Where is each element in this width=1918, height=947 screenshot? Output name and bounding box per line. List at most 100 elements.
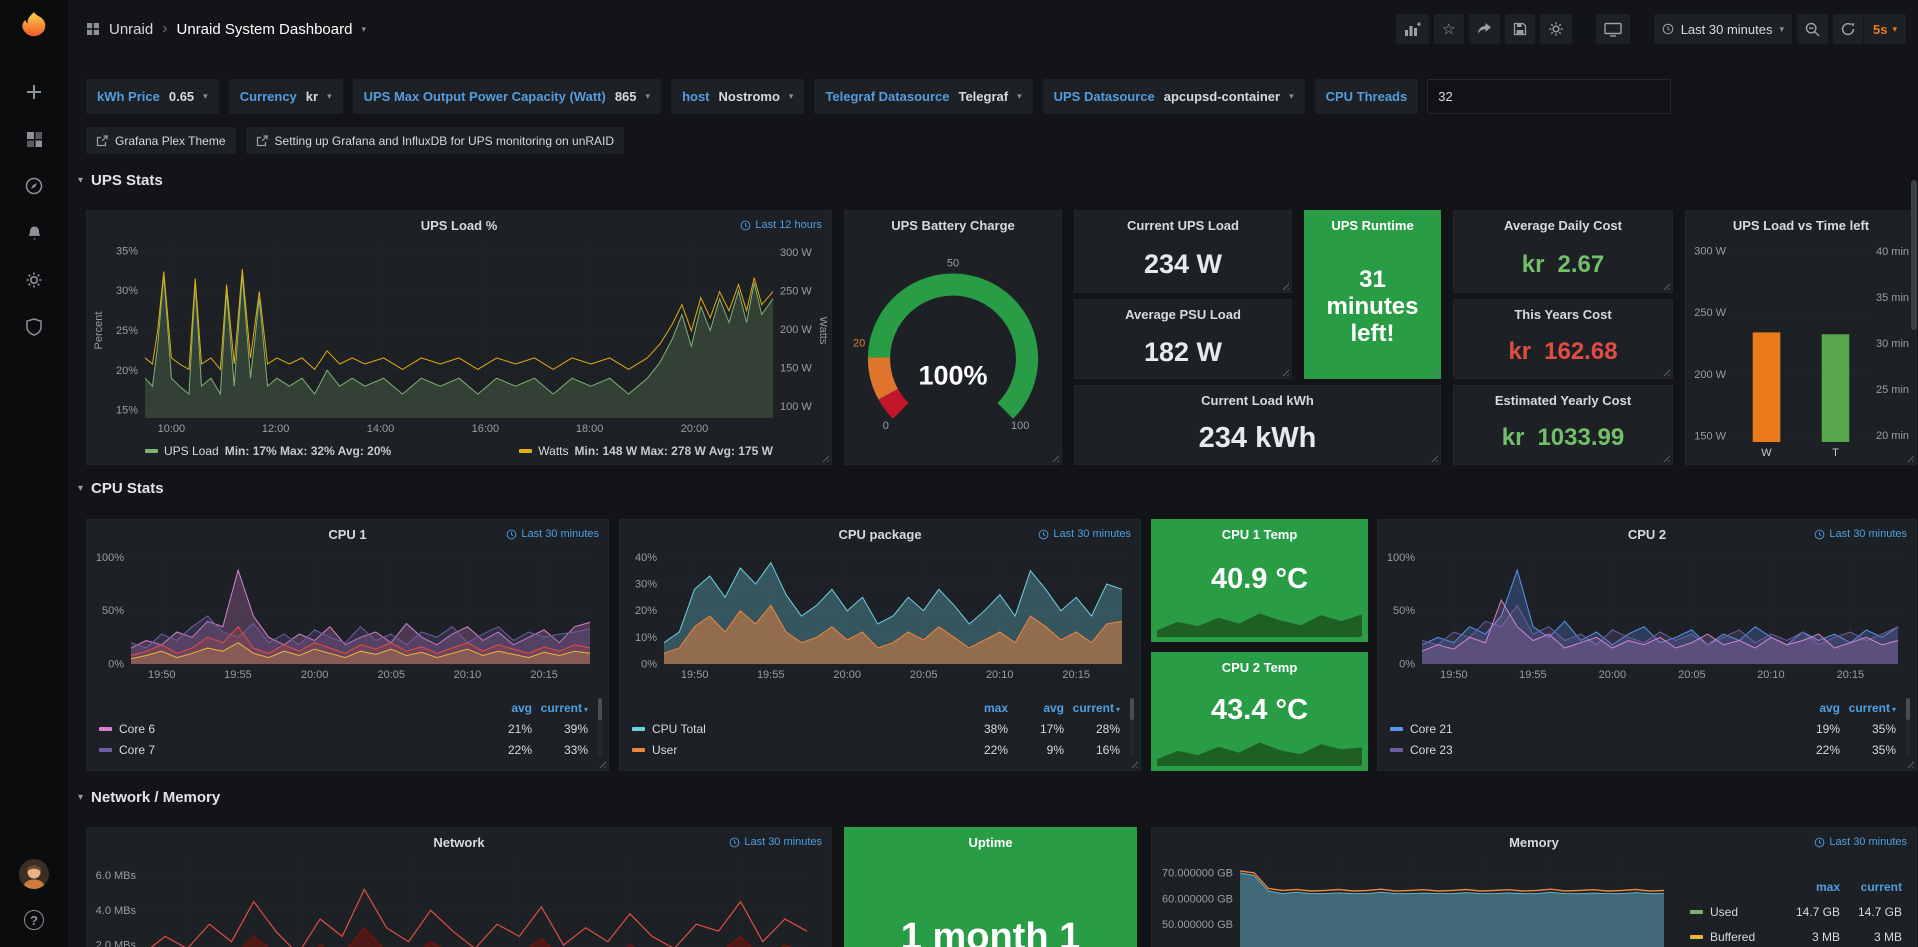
resize-handle[interactable] bbox=[597, 759, 606, 768]
legend-column-header[interactable]: current ▾ bbox=[1848, 700, 1896, 715]
resize-handle[interactable] bbox=[1356, 630, 1365, 639]
legend-row[interactable]: Core 7 22% 33% bbox=[99, 739, 588, 760]
legend-column-header[interactable]: avg bbox=[1819, 700, 1840, 715]
panel-title[interactable]: UPS Load % bbox=[420, 218, 498, 233]
panel-title[interactable]: Uptime bbox=[968, 835, 1013, 850]
panel-title[interactable]: UPS Battery Charge bbox=[891, 218, 1015, 233]
cpu-threads-input[interactable] bbox=[1427, 79, 1672, 114]
legend-row[interactable]: Core 23 22% 35% bbox=[1390, 739, 1896, 760]
grafana-logo[interactable] bbox=[16, 10, 52, 51]
resize-handle[interactable] bbox=[1050, 453, 1059, 462]
panel-title[interactable]: Average Daily Cost bbox=[1503, 218, 1622, 233]
panel-title[interactable]: Current Load kWh bbox=[1201, 393, 1314, 408]
legend-row[interactable]: Core 6 21% 39% bbox=[99, 718, 588, 739]
resize-handle[interactable] bbox=[1429, 453, 1438, 462]
resize-handle[interactable] bbox=[1356, 759, 1365, 768]
legend-column-header[interactable]: current ▾ bbox=[540, 700, 588, 715]
resize-handle[interactable] bbox=[1661, 281, 1670, 290]
variable-kwh-price[interactable]: kWh Price 0.65 ▾ bbox=[86, 79, 219, 114]
legend-column-header[interactable]: avg bbox=[511, 700, 532, 715]
dashboard-settings-button[interactable] bbox=[1539, 14, 1572, 44]
panel-time-override[interactable]: Last 30 minutes bbox=[1038, 528, 1131, 540]
cpu2-graph[interactable]: 0% 50% 100% 19:50 19:55 20:00 20:05 20:10 20:15 bbox=[1382, 546, 1912, 682]
variable-ups-max-output[interactable]: UPS Max Output Power Capacity (Watt) 865… bbox=[352, 79, 662, 114]
panel-title[interactable]: Average PSU Load bbox=[1125, 307, 1241, 322]
sidebar-alerting-bell-icon[interactable] bbox=[12, 216, 56, 250]
panel-time-override[interactable]: Last 30 minutes bbox=[506, 528, 599, 540]
resize-handle[interactable] bbox=[1661, 367, 1670, 376]
legend-column-header[interactable]: current bbox=[1860, 879, 1902, 894]
battery-charge-gauge[interactable]: 0 20 50 100 100% bbox=[849, 237, 1057, 458]
legend-column-header[interactable]: max bbox=[983, 700, 1008, 715]
variable-telegraf-datasource[interactable]: Telegraf Datasource Telegraf ▾ bbox=[814, 79, 1033, 114]
legend-item-watts[interactable]: Watts Min: 148 W Max: 278 W Avg: 175 W bbox=[519, 444, 773, 458]
legend-row[interactable]: CPU Total 38% 17% 28% bbox=[632, 718, 1120, 739]
section-ups-stats[interactable]: ▾ UPS Stats bbox=[78, 172, 163, 189]
sidebar-create-icon[interactable] bbox=[12, 75, 56, 109]
share-dashboard-button[interactable] bbox=[1468, 14, 1500, 44]
ups-vs-time-bar-chart[interactable]: 150 W 200 W 250 W 300 W 20 min 25 min 30 min 35… bbox=[1688, 237, 1914, 460]
page-scrollbar-thumb[interactable] bbox=[1911, 180, 1917, 330]
panel-time-override[interactable]: Last 30 minutes bbox=[1814, 836, 1907, 848]
sidebar-server-admin-shield-icon[interactable] bbox=[12, 310, 56, 344]
chevron-down-icon[interactable]: ▾ bbox=[361, 23, 366, 34]
panel-time-override[interactable]: Last 30 minutes bbox=[1814, 528, 1907, 540]
legend-column-header[interactable]: max bbox=[1815, 879, 1840, 894]
resize-handle[interactable] bbox=[1905, 453, 1914, 462]
resize-handle[interactable] bbox=[1661, 453, 1670, 462]
resize-handle[interactable] bbox=[1429, 367, 1438, 376]
panel-title[interactable]: Current UPS Load bbox=[1127, 218, 1239, 233]
breadcrumb-folder[interactable]: Unraid bbox=[109, 20, 154, 38]
panel-title[interactable]: CPU 1 bbox=[328, 527, 367, 542]
dashboard-link-ups-monitoring-guide[interactable]: Setting up Grafana and InfluxDB for UPS … bbox=[245, 127, 625, 154]
dashboard-link-grafana-plex-theme[interactable]: Grafana Plex Theme bbox=[86, 127, 236, 154]
panel-time-override[interactable]: Last 30 minutes bbox=[729, 836, 822, 848]
legend-scrollbar[interactable] bbox=[1130, 698, 1134, 756]
panel-title[interactable]: This Years Cost bbox=[1514, 307, 1612, 322]
legend-row[interactable]: Core 21 19% 35% bbox=[1390, 718, 1896, 739]
legend-row[interactable]: User 22% 9% 16% bbox=[632, 739, 1120, 760]
user-avatar[interactable] bbox=[12, 857, 56, 891]
star-dashboard-button[interactable]: ☆ bbox=[1433, 14, 1464, 44]
panel-title[interactable]: CPU 1 Temp bbox=[1221, 527, 1298, 542]
panel-title[interactable]: UPS Load vs Time left bbox=[1732, 218, 1870, 233]
refresh-interval-dropdown[interactable]: 5s ▾ bbox=[1863, 14, 1906, 44]
section-cpu-stats[interactable]: ▾ CPU Stats bbox=[78, 480, 164, 497]
refresh-button[interactable] bbox=[1833, 14, 1863, 44]
legend-row[interactable]: Buffered 3 MB 3 MB bbox=[1690, 924, 1902, 947]
dashboard-title[interactable]: Unraid System Dashboard bbox=[176, 20, 353, 38]
variable-currency[interactable]: Currency kr ▾ bbox=[228, 79, 343, 114]
panel-title[interactable]: CPU package bbox=[838, 527, 922, 542]
help-icon[interactable]: ? bbox=[12, 903, 56, 937]
section-network-memory[interactable]: ▾ Network / Memory bbox=[78, 789, 220, 806]
legend-row[interactable]: Used 14.7 GB 14.7 GB bbox=[1690, 899, 1902, 924]
resize-handle[interactable] bbox=[820, 453, 829, 462]
sidebar-explore-icon[interactable] bbox=[12, 169, 56, 203]
variable-host[interactable]: host Nostromo ▾ bbox=[671, 79, 805, 114]
resize-handle[interactable] bbox=[1280, 281, 1289, 290]
cycle-view-mode-button[interactable] bbox=[1595, 14, 1630, 44]
legend-scrollbar[interactable] bbox=[598, 698, 602, 756]
legend-scrollbar[interactable] bbox=[1906, 698, 1910, 756]
panel-title[interactable]: Memory bbox=[1509, 835, 1559, 850]
legend-column-header[interactable]: current ▾ bbox=[1072, 700, 1120, 715]
cpu-package-graph[interactable]: 0% 10% 20% 30% 40% 19:50 19:55 20:00 20:05 20:10 2… bbox=[624, 546, 1136, 682]
legend-item-ups-load[interactable]: UPS Load Min: 17% Max: 32% Avg: 20% bbox=[145, 444, 391, 458]
panel-title[interactable]: CPU 2 bbox=[1627, 527, 1667, 542]
save-dashboard-button[interactable] bbox=[1504, 14, 1535, 44]
panel-title[interactable]: CPU 2 Temp bbox=[1221, 660, 1298, 675]
resize-handle[interactable] bbox=[1905, 759, 1914, 768]
time-range-picker[interactable]: Last 30 minutes ▾ bbox=[1653, 14, 1792, 44]
resize-handle[interactable] bbox=[1129, 759, 1138, 768]
sidebar-dashboards-icon[interactable] bbox=[12, 122, 56, 156]
ups-load-graph[interactable]: 15% 20% 25% 30% 35% 100 W 150 W 200 W 250 W 300 W… bbox=[91, 237, 827, 436]
sidebar-configuration-gear-icon[interactable] bbox=[12, 263, 56, 297]
variable-ups-datasource[interactable]: UPS Datasource apcupsd-container ▾ bbox=[1042, 79, 1305, 114]
panel-title[interactable]: Network bbox=[433, 835, 485, 850]
legend-column-header[interactable]: avg bbox=[1043, 700, 1064, 715]
cpu1-graph[interactable]: 0% 50% 100% 19:50 19:55 20:00 20:05 20:10 20:15 bbox=[91, 546, 604, 682]
panel-title[interactable]: UPS Runtime bbox=[1331, 218, 1414, 233]
resize-handle[interactable] bbox=[1280, 367, 1289, 376]
